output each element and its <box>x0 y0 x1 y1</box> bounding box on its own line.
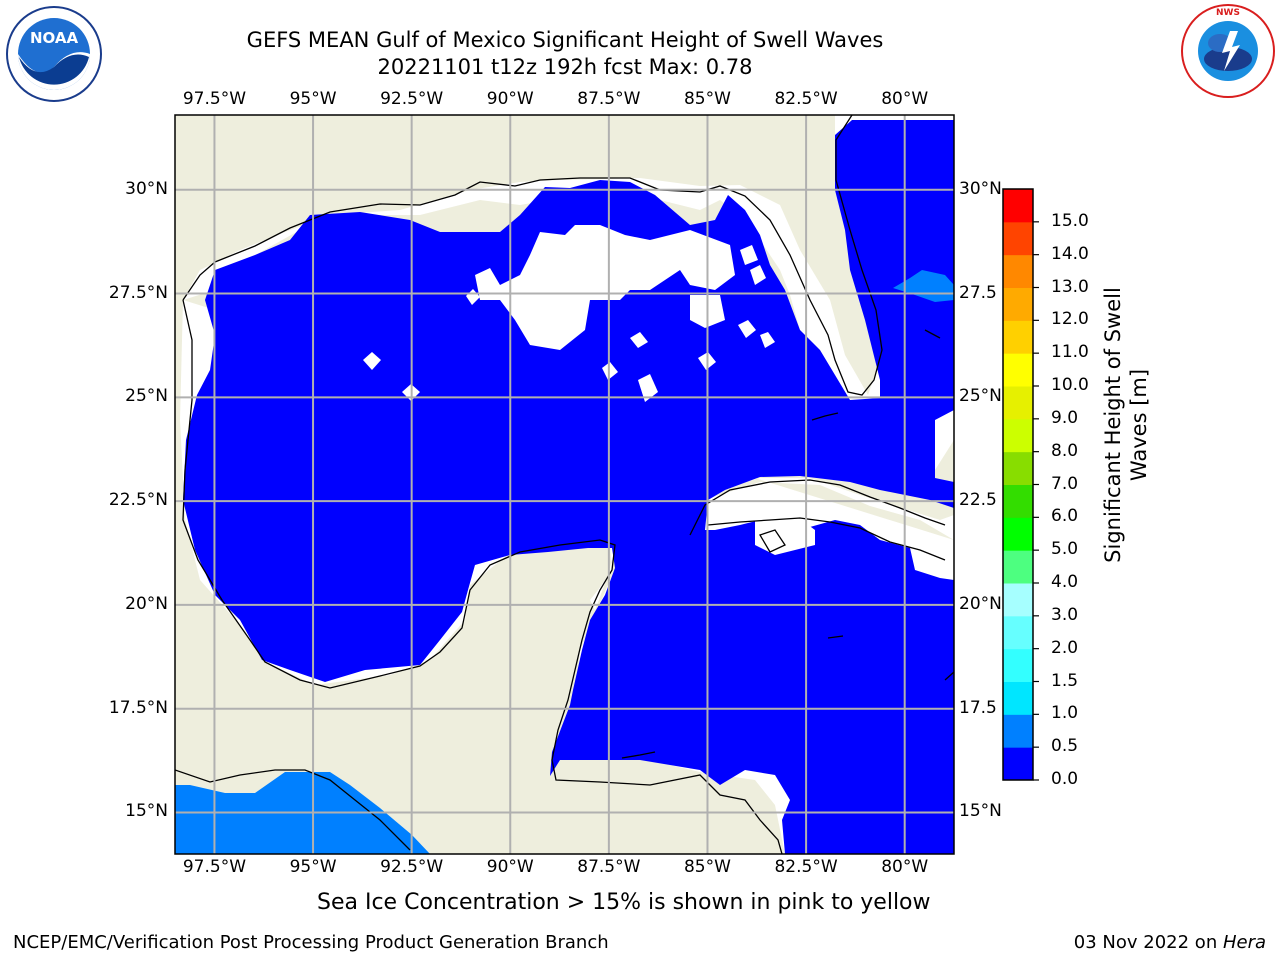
lon-label-bottom: 85°W <box>683 857 731 877</box>
nws-logo-icon: NWS <box>1181 4 1275 98</box>
sea-ice-caption: Sea Ice Concentration > 15% is shown in … <box>317 890 931 915</box>
lon-label-bottom: 82.5°W <box>774 857 838 877</box>
gridlines <box>175 115 954 854</box>
lat-label-right: 20°N <box>959 593 1002 614</box>
colorbar-segment <box>1003 484 1033 518</box>
colorbar-tick-label: 13.0 <box>1051 276 1089 297</box>
colorbar-segment <box>1003 320 1033 354</box>
lat-label-right: 22.5 <box>959 490 997 511</box>
noaa-logo-text: NOAA <box>30 29 79 47</box>
colorbar-tick-label: 1.5 <box>1051 670 1079 691</box>
chart-title: GEFS MEAN Gulf of Mexico Significant Hei… <box>246 28 884 52</box>
lon-label-top: 85°W <box>683 89 731 109</box>
colorbar-tick-label: 6.0 <box>1051 506 1079 527</box>
lon-label-top: 80°W <box>881 89 929 109</box>
colorbar-tick-label: 1.0 <box>1051 703 1079 724</box>
footer-host: Hera <box>1222 932 1266 953</box>
colorbar-segment <box>1003 189 1033 223</box>
colorbar-tick-label: 5.0 <box>1051 539 1079 560</box>
svg-text:NWS: NWS <box>1216 8 1240 18</box>
swell-field-gaps <box>363 225 815 555</box>
lat-label-left: 30°N <box>125 178 168 199</box>
lat-label-right: 17.5 <box>959 697 997 718</box>
lon-label-top: 92.5°W <box>380 89 444 109</box>
colorbar-tick-label: 0.5 <box>1051 736 1079 757</box>
map-frame <box>174 114 955 855</box>
colorbar-segment <box>1003 221 1033 256</box>
colorbar-tick-label: 2.0 <box>1051 637 1079 658</box>
lon-label-bottom: 87.5°W <box>577 857 641 877</box>
lon-label-top: 95°W <box>289 89 337 109</box>
lat-label-right: 25°N <box>959 386 1002 407</box>
colorbar-segment <box>1003 353 1033 387</box>
colorbar-label-line1: Significant Height of Swell <box>1101 287 1125 563</box>
swell-field-low <box>183 120 954 854</box>
lat-label-left: 15°N <box>125 801 168 822</box>
map-area <box>175 115 954 854</box>
colorbar-tick-label: 10.0 <box>1051 375 1089 395</box>
colorbar-tick-label: 15.0 <box>1051 210 1089 231</box>
colorbar-tick-label: 0.0 <box>1051 769 1079 789</box>
colorbar-tick-label: 14.0 <box>1051 243 1089 264</box>
noaa-logo-icon: NOAA <box>6 6 102 102</box>
colorbar <box>1002 188 1039 781</box>
colorbar-segment <box>1003 583 1033 617</box>
colorbar-tick-label: 4.0 <box>1051 572 1079 592</box>
colorbar-segment <box>1003 386 1033 420</box>
colorbar-segment <box>1003 714 1033 748</box>
lon-label-top: 97.5°W <box>182 89 247 109</box>
colorbar-tick-label: 3.0 <box>1051 604 1079 625</box>
colorbar-tick-label: 7.0 <box>1051 473 1079 494</box>
colorbar-segment <box>1003 418 1033 453</box>
colorbar-segment <box>1003 615 1033 650</box>
colorbar-segment <box>1003 747 1033 781</box>
lat-label-right: 30°N <box>959 178 1002 199</box>
lat-label-left: 25°N <box>125 386 168 407</box>
lon-label-bottom: 97.5°W <box>182 857 247 877</box>
lon-label-bottom: 90°W <box>486 857 534 877</box>
colorbar-segment <box>1003 648 1033 682</box>
lon-label-bottom: 92.5°W <box>380 857 444 877</box>
lon-label-top: 87.5°W <box>577 89 641 109</box>
colorbar-segment <box>1003 287 1033 321</box>
lon-label-bottom: 95°W <box>289 857 337 877</box>
lat-label-left: 17.5°N <box>108 697 168 718</box>
lat-label-left: 20°N <box>125 593 168 614</box>
footer-credit: NCEP/EMC/Verification Post Processing Pr… <box>13 932 609 953</box>
colorbar-tick-label: 11.0 <box>1051 342 1089 363</box>
lat-label-right: 27.5 <box>959 282 997 303</box>
lon-label-top: 82.5°W <box>774 89 838 109</box>
colorbar-segment <box>1003 681 1033 715</box>
colorbar-segment <box>1003 254 1033 288</box>
colorbar-label-line2: Waves [m] <box>1127 368 1151 482</box>
colorbar-label: Significant Height of Swell Waves [m] <box>1100 195 1152 655</box>
footer-date: 03 Nov 2022 on Hera <box>1074 932 1266 953</box>
colorbar-tick-label: 8.0 <box>1051 440 1079 461</box>
lat-label-left: 22.5°N <box>108 490 168 511</box>
colorbar-tick-label: 9.0 <box>1051 407 1079 428</box>
colorbar-segment <box>1003 550 1033 584</box>
lon-label-top: 90°W <box>486 89 534 109</box>
coastlines <box>175 115 954 854</box>
lat-label-left: 27.5°N <box>108 282 168 303</box>
colorbar-segment <box>1003 517 1033 551</box>
footer-date-text: 03 Nov 2022 on <box>1073 932 1223 953</box>
lat-label-right: 15°N <box>959 801 1002 822</box>
colorbar-tick-label: 12.0 <box>1051 309 1089 330</box>
chart-subtitle: 20221101 t12z 192h fcst Max: 0.78 <box>377 55 753 79</box>
lon-label-bottom: 80°W <box>881 857 929 877</box>
colorbar-segment <box>1003 451 1033 485</box>
